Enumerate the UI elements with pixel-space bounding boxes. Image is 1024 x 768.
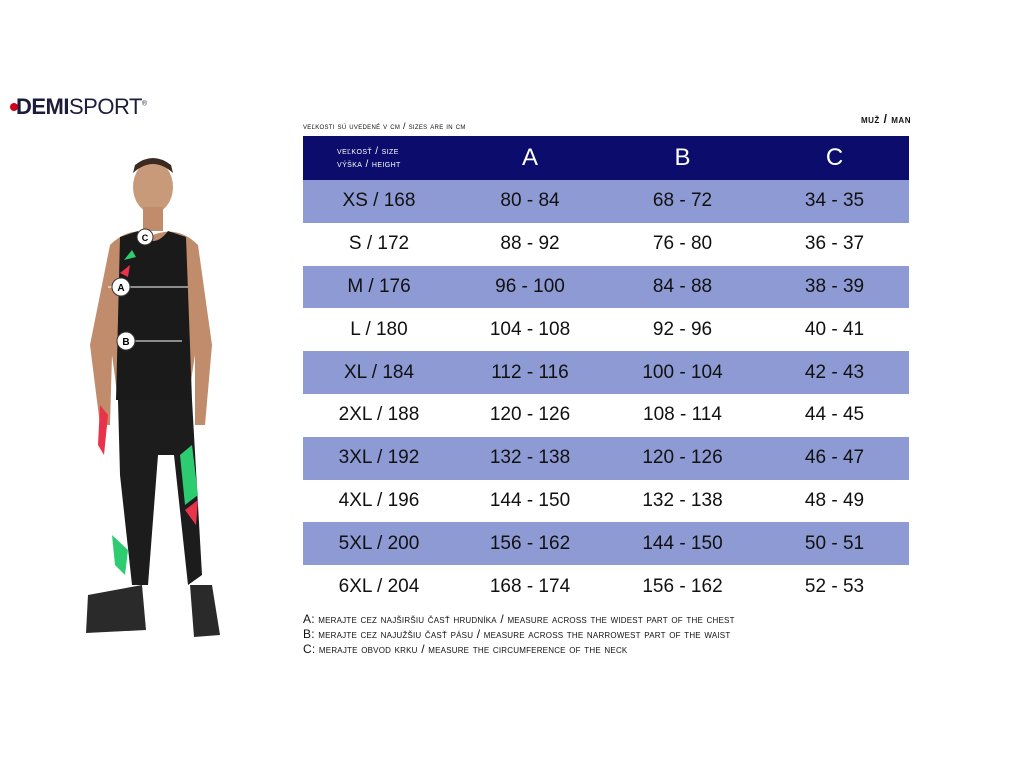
- cell-size: 2XL / 188: [338, 404, 420, 426]
- marker-b: B: [122, 337, 129, 348]
- cell-b: 76 - 80: [652, 233, 713, 255]
- header-c: C: [760, 136, 909, 180]
- cell-size: XL / 184: [303, 351, 455, 394]
- brand-logo: DEMISPORT®: [10, 94, 147, 120]
- cell-c: 34 - 35: [760, 180, 909, 223]
- cell-a: 144 - 150: [489, 489, 571, 511]
- table-row: 4XL / 196 144 - 150 132 - 138 48 - 49: [303, 480, 909, 523]
- table-row: 2XL / 188 120 - 126 108 - 114 44 - 45: [303, 394, 909, 437]
- header-b: B: [605, 136, 760, 180]
- cell-c: 50 - 51: [760, 522, 909, 566]
- table-row: 5XL / 200 156 - 162 144 - 150 50 - 51: [303, 522, 909, 566]
- note-a: A: merajte cez najširšiu časť hrudníka /…: [303, 612, 735, 626]
- cell-size: XS / 168: [303, 180, 455, 223]
- table-header-row: veľkosť / size výška / height A B C: [303, 136, 909, 180]
- table-row: S / 172 88 - 92 76 - 80 36 - 37: [303, 223, 909, 266]
- table-row: 6XL / 204 168 - 174 156 - 162 52 - 53: [303, 565, 909, 608]
- table-row: 3XL / 192 132 - 138 120 - 126 46 - 47: [303, 436, 909, 480]
- cell-b: 120 - 126: [605, 436, 760, 480]
- gender-label: muž / man: [860, 112, 911, 126]
- cell-size: S / 172: [348, 233, 410, 255]
- cell-b: 68 - 72: [605, 180, 760, 223]
- cell-c: 46 - 47: [760, 436, 909, 480]
- marker-c: C: [142, 233, 149, 243]
- measurement-notes: A: merajte cez najširšiu časť hrudníka /…: [303, 612, 735, 657]
- table-row: XL / 184 112 - 116 100 - 104 42 - 43: [303, 351, 909, 394]
- logo-bold: DEMI: [16, 94, 70, 119]
- cell-b: 144 - 150: [605, 522, 760, 566]
- cell-a: 120 - 126: [489, 404, 571, 426]
- cell-a: 168 - 174: [489, 575, 571, 597]
- cell-a: 112 - 116: [455, 351, 605, 394]
- cell-size: 5XL / 200: [303, 522, 455, 566]
- cell-b: 108 - 114: [643, 404, 722, 426]
- table-row: XS / 168 80 - 84 68 - 72 34 - 35: [303, 180, 909, 223]
- cell-a: 88 - 92: [500, 233, 560, 255]
- cell-c: 40 - 41: [804, 318, 865, 340]
- cell-c: 48 - 49: [804, 489, 865, 511]
- note-b: B: merajte cez najužšiu časť pásu / meas…: [303, 627, 731, 641]
- cell-size: 4XL / 196: [338, 489, 420, 511]
- cell-a: 104 - 108: [489, 318, 571, 340]
- table-row: L / 180 104 - 108 92 - 96 40 - 41: [303, 308, 909, 351]
- cell-c: 36 - 37: [804, 233, 865, 255]
- cell-a: 132 - 138: [455, 436, 605, 480]
- cell-b: 92 - 96: [652, 318, 713, 340]
- header-size-label: veľkosť / size: [337, 146, 399, 157]
- logo-registered: ®: [141, 100, 147, 108]
- size-table: veľkosť / size výška / height A B C XS / …: [303, 136, 909, 608]
- cell-c: 44 - 45: [804, 404, 865, 426]
- cell-a: 156 - 162: [455, 522, 605, 566]
- marker-a: A: [117, 283, 124, 294]
- cell-c: 42 - 43: [760, 351, 909, 394]
- cell-size: L / 180: [350, 318, 408, 340]
- cell-a: 96 - 100: [455, 265, 605, 309]
- cell-size: M / 176: [303, 265, 455, 309]
- cell-b: 84 - 88: [605, 265, 760, 309]
- cell-b: 100 - 104: [605, 351, 760, 394]
- logo-light: SPORT: [69, 94, 142, 119]
- cell-c: 52 - 53: [804, 575, 865, 597]
- table-row: M / 176 96 - 100 84 - 88 38 - 39: [303, 265, 909, 309]
- cell-b: 156 - 162: [642, 575, 723, 597]
- units-note: veľkosti sú uvedené v cm / sizes are in …: [303, 121, 466, 131]
- cell-size: 6XL / 204: [338, 575, 420, 597]
- header-height-label: výška / height: [337, 159, 401, 170]
- cell-c: 38 - 39: [760, 265, 909, 309]
- cell-b: 132 - 138: [642, 489, 723, 511]
- note-c: C: merajte obvod krku / measure the circ…: [303, 642, 628, 656]
- logo-dot-icon: [10, 103, 18, 112]
- header-a: A: [455, 136, 605, 180]
- header-size-height: veľkosť / size výška / height: [303, 136, 455, 180]
- model-figure: C A B: [86, 158, 220, 637]
- cell-size: 3XL / 192: [303, 436, 455, 480]
- cell-a: 80 - 84: [455, 180, 605, 223]
